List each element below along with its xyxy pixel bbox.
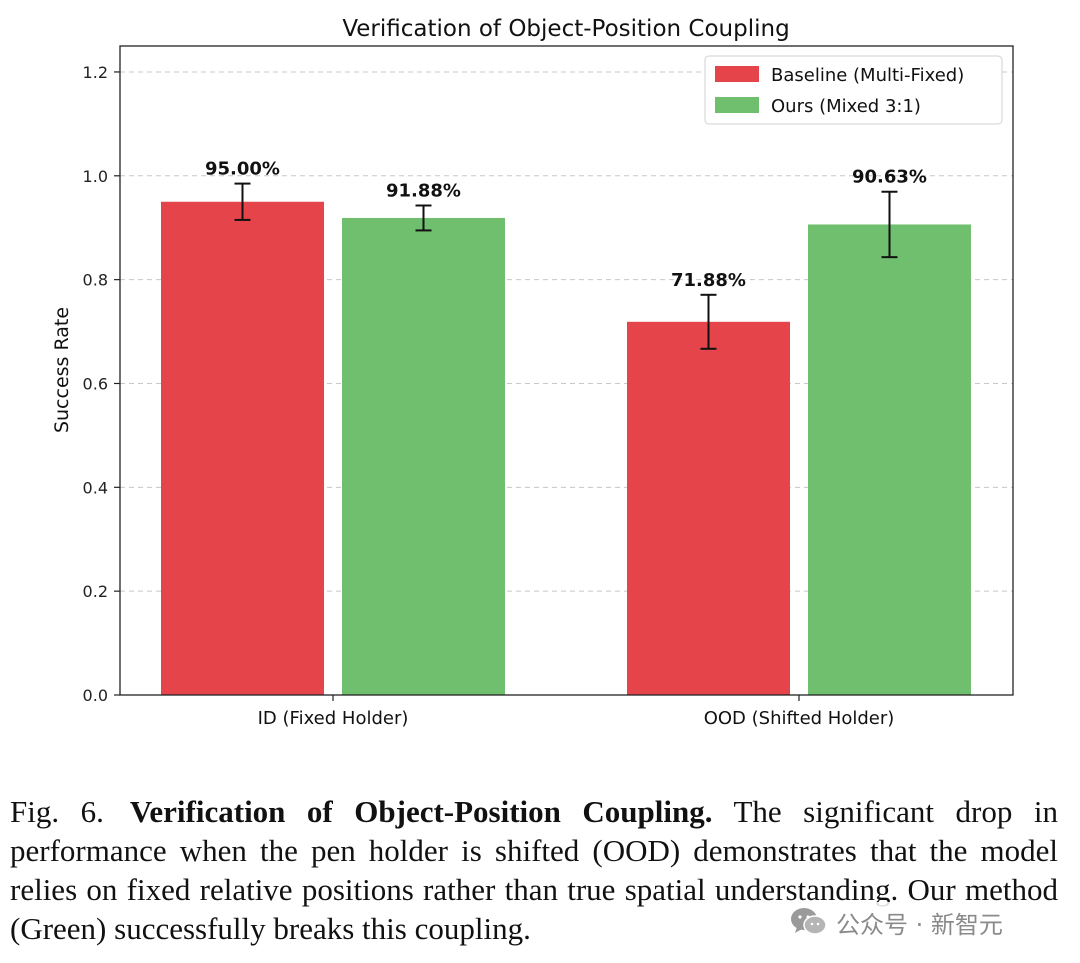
legend: Baseline (Multi-Fixed) Ours (Mixed 3:1) bbox=[704, 55, 1003, 125]
chart: Verification of Object-Position Coupling… bbox=[51, 16, 1014, 729]
y-axis-label: Success Rate bbox=[51, 307, 73, 433]
legend-swatch bbox=[715, 66, 759, 82]
legend-swatch bbox=[715, 97, 759, 113]
caption-title: Verification of Object-Position Coupling… bbox=[129, 794, 713, 829]
y-tick-label: 1.0 bbox=[83, 167, 108, 186]
data-label: 95.00% bbox=[205, 159, 280, 180]
x-tick-label: OOD (Shifted Holder) bbox=[704, 708, 895, 729]
bars: 95.00% 91.88% 71.88% 90.63% bbox=[161, 159, 971, 695]
y-tick-label: 0.4 bbox=[83, 478, 108, 497]
y-tick-label: 0.6 bbox=[83, 374, 108, 393]
chart-title: Verification of Object-Position Coupling bbox=[342, 16, 789, 42]
legend-label: Baseline (Multi-Fixed) bbox=[771, 65, 964, 86]
legend-box bbox=[704, 55, 1003, 125]
y-tick-label: 0.8 bbox=[83, 271, 108, 290]
caption-figure-number: Fig. 6. bbox=[10, 794, 104, 829]
wechat-icon bbox=[791, 908, 827, 935]
plot-area-frame bbox=[119, 45, 1014, 696]
y-tick-label: 0.2 bbox=[83, 582, 108, 601]
y-tick-label: 0.0 bbox=[83, 686, 108, 705]
bar bbox=[627, 321, 790, 695]
bar bbox=[342, 217, 505, 695]
legend-label: Ours (Mixed 3:1) bbox=[771, 96, 921, 117]
axis-ticks: 0.0 0.2 0.4 0.6 0.8 1.0 1.2 ID (Fixed Holder) OO… bbox=[83, 63, 895, 729]
data-label: 91.88% bbox=[386, 180, 461, 201]
caption-body: The significant drop in performance when… bbox=[10, 794, 1058, 946]
data-label: 71.88% bbox=[671, 270, 746, 291]
figure-caption: Fig. 6. Verification of Object-Position C… bbox=[10, 792, 1058, 948]
x-tick-label: ID (Fixed Holder) bbox=[258, 708, 409, 729]
bar bbox=[161, 201, 324, 695]
watermark-text: 公众号 · 新智元 bbox=[836, 910, 1003, 939]
y-tick-label: 1.2 bbox=[83, 63, 108, 82]
watermark: 公众号 · 新智元 bbox=[790, 902, 1003, 942]
data-label: 90.63% bbox=[852, 167, 927, 188]
bar bbox=[808, 224, 971, 695]
